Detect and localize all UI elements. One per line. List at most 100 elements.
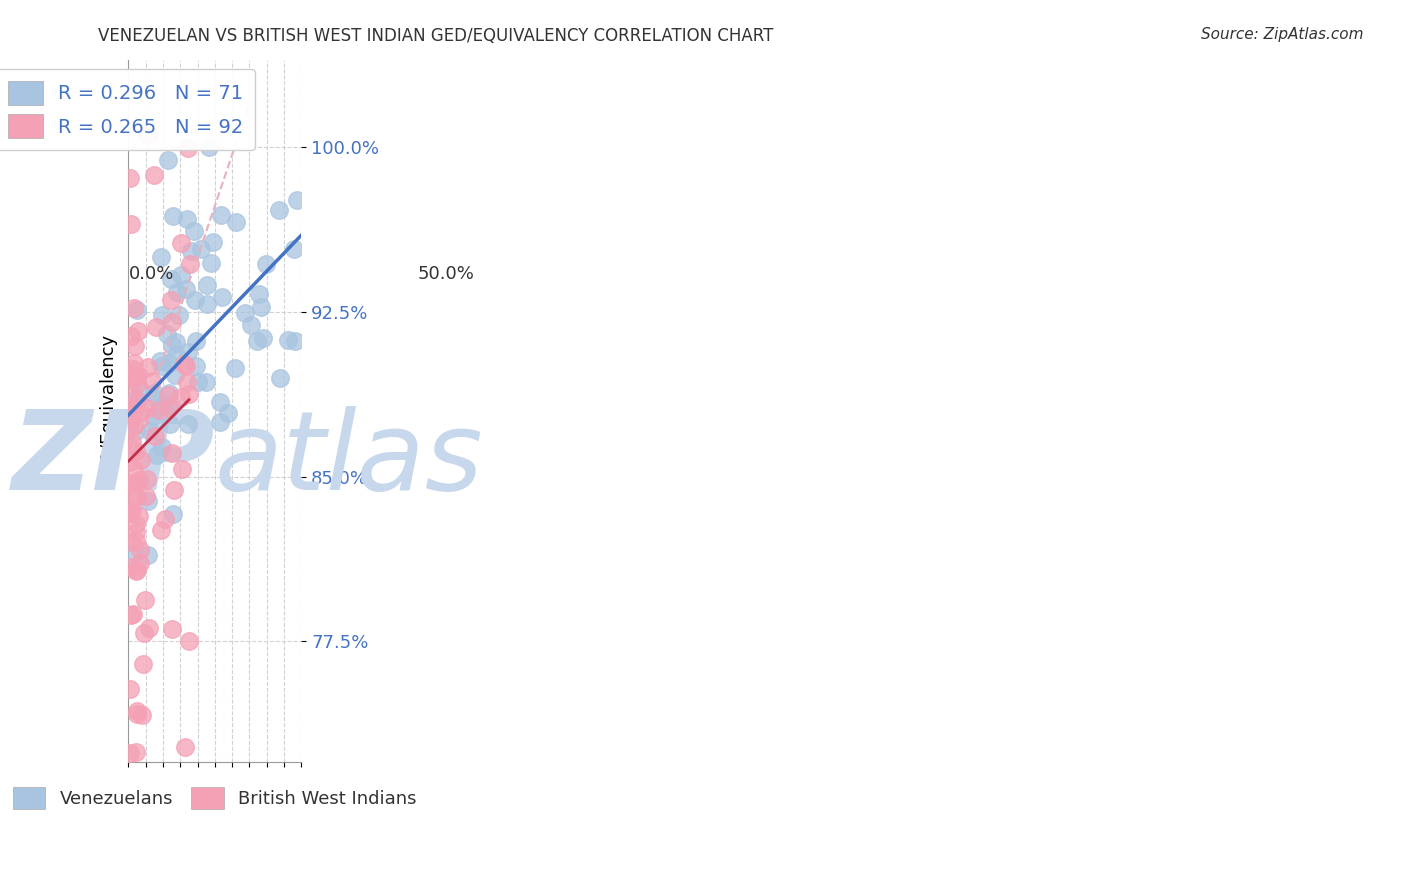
Point [225, 215, 247, 229]
Point [159, 397, 181, 411]
Point [174, 740, 197, 755]
Point [190, 242, 212, 256]
Point [176, 359, 198, 373]
Point [125, 369, 148, 384]
Point [128, 413, 150, 427]
Point [124, 475, 146, 490]
Point [149, 354, 172, 368]
Point [186, 334, 208, 349]
Point [122, 361, 145, 376]
Point [120, 607, 142, 622]
Point [224, 361, 246, 376]
Point [121, 548, 143, 562]
Point [142, 386, 165, 401]
Point [177, 386, 200, 401]
Point [184, 293, 207, 307]
Point [120, 171, 142, 186]
Point [120, 329, 142, 343]
Point [125, 424, 148, 438]
Point [165, 334, 187, 349]
Point [136, 494, 159, 508]
Point [170, 268, 193, 283]
Point [160, 338, 183, 352]
Point [211, 290, 233, 304]
Point [247, 286, 270, 301]
Point [143, 391, 166, 405]
Point [120, 401, 142, 415]
Point [170, 235, 193, 250]
Point [277, 333, 299, 347]
Point [173, 357, 195, 371]
Point [127, 393, 149, 408]
Point [157, 385, 180, 400]
Point [125, 491, 148, 505]
Point [217, 406, 239, 420]
Text: atlas: atlas [215, 407, 484, 513]
Point [209, 415, 232, 429]
Point [174, 282, 197, 296]
Point [162, 209, 184, 223]
Point [125, 303, 148, 318]
Point [135, 489, 157, 503]
Point [162, 483, 184, 498]
Point [118, 367, 141, 381]
Point [134, 625, 156, 640]
Point [118, 443, 141, 458]
Point [165, 348, 187, 362]
Point [157, 388, 180, 402]
Point [124, 301, 146, 315]
Point [142, 168, 165, 182]
Point [138, 424, 160, 438]
Point [195, 297, 218, 311]
Point [125, 524, 148, 539]
Point [157, 356, 180, 370]
Text: ZIP: ZIP [11, 407, 215, 513]
Point [125, 564, 148, 578]
Point [170, 390, 193, 404]
Point [122, 418, 145, 433]
Point [121, 607, 143, 621]
Point [125, 745, 148, 759]
Point [120, 217, 142, 231]
Point [209, 395, 232, 409]
Point [121, 503, 143, 517]
Point [283, 243, 305, 257]
Point [152, 441, 174, 455]
Point [252, 331, 274, 345]
Point [269, 371, 291, 385]
Point [176, 211, 198, 226]
Point [150, 250, 173, 264]
Point [122, 462, 145, 476]
Point [131, 404, 153, 418]
Text: 0.0%: 0.0% [128, 265, 174, 283]
Point [118, 505, 141, 519]
Point [121, 410, 143, 425]
Point [250, 300, 273, 314]
Point [187, 375, 209, 389]
Point [120, 406, 142, 420]
Point [211, 208, 233, 222]
Point [170, 462, 193, 476]
Point [202, 235, 225, 249]
Point [162, 508, 184, 522]
Point [150, 308, 173, 322]
Point [284, 334, 307, 348]
Point [195, 278, 218, 293]
Point [183, 225, 205, 239]
Point [120, 455, 142, 469]
Point [125, 392, 148, 407]
Point [184, 359, 207, 373]
Point [118, 384, 141, 399]
Point [156, 326, 179, 341]
Point [269, 202, 291, 217]
Y-axis label: GED/Equivalency: GED/Equivalency [100, 334, 117, 488]
Point [285, 194, 308, 208]
Point [118, 440, 141, 454]
Point [159, 271, 181, 285]
Point [145, 319, 167, 334]
Point [120, 477, 142, 491]
Point [157, 401, 180, 416]
Point [254, 257, 277, 271]
Point [148, 402, 170, 417]
Point [127, 403, 149, 417]
